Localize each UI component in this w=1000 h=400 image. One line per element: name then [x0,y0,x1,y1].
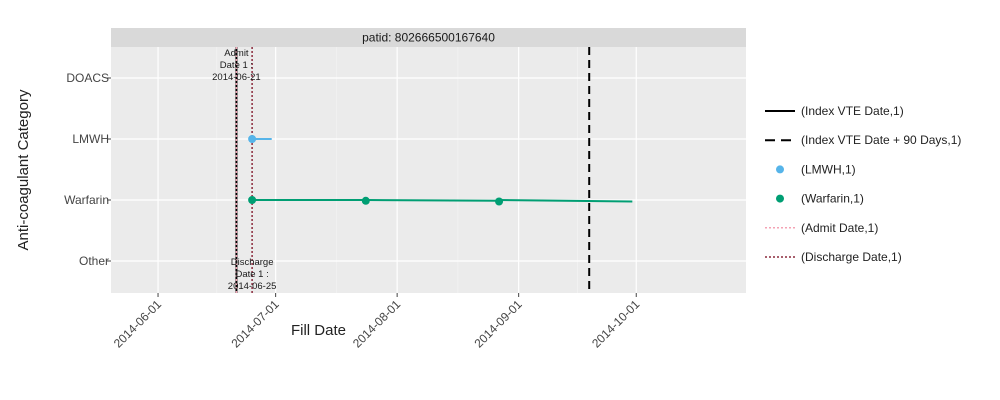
facet-label: patid: 802666500167640 [362,31,495,45]
annotation-text: Date 1 : [220,60,253,71]
plot-panel [111,47,746,293]
grid [111,47,746,293]
fill-point[interactable] [248,135,257,143]
fill-point[interactable] [248,196,257,204]
annotation-text: Admit [224,48,249,59]
y-axis-title: Anti-coagulant Category [15,89,32,250]
fill-segment [365,199,500,202]
legend-item[interactable]: (Admit Date,1) [765,221,878,235]
legend-item[interactable]: (Index VTE Date + 90 Days,1) [765,133,961,147]
y-tick-label: Warfarin [64,193,109,207]
legend-label: (Index VTE Date,1) [801,104,904,118]
legend-item[interactable]: (LMWH,1) [776,162,856,176]
y-tick-label: DOACS [66,71,109,85]
facet-strip-background [111,28,746,47]
x-tick-label: 2014-10-01 [589,297,643,351]
fill-point[interactable] [361,196,370,205]
annotation-text: Date 1 : [235,269,268,280]
x-tick-label: 2014-06-01 [111,297,165,351]
legend-swatch [776,194,784,203]
x-tick-label: 2014-07-01 [228,297,282,351]
facet-strip: patid: 802666500167640 [111,28,746,47]
annotation-text: Discharge [231,257,274,268]
fill-segment [499,199,633,203]
y-tick-label: Other [79,254,109,268]
legend-swatch [776,165,784,174]
annotation-text: 2014-06-21 [212,72,261,83]
y-tick-label: LMWH [72,132,109,146]
y-axis-ticks: DOACS LMWH Warfarin Other [64,71,111,268]
legend-item[interactable]: (Index VTE Date,1) [765,104,904,118]
x-axis-ticks: 2014-06-01 2014-07-01 2014-08-01 2014-09-01… [111,293,643,351]
legend-label: (Discharge Date,1) [801,250,902,264]
x-tick-label: 2014-09-01 [471,297,525,351]
legend-label: (Admit Date,1) [801,221,878,235]
x-axis-title: Fill Date [291,322,346,339]
legend-label: (LMWH,1) [801,162,856,176]
legend: (Index VTE Date,1) (Index VTE Date + 90 D… [765,104,961,264]
legend-item[interactable]: (Warfarin,1) [776,192,864,206]
legend-item[interactable]: (Discharge Date,1) [765,250,902,264]
legend-label: (Index VTE Date + 90 Days,1) [801,133,961,147]
fill-point[interactable] [495,197,504,206]
data-layer [235,47,633,293]
x-tick-label: 2014-08-01 [350,297,404,351]
legend-label: (Warfarin,1) [801,192,864,206]
annotation-text: 2014-06-25 [228,281,277,292]
panel-background [111,47,746,293]
